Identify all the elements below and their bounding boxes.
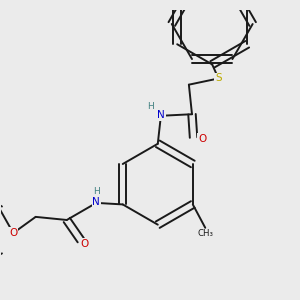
Text: H: H — [147, 102, 153, 111]
Text: CH₃: CH₃ — [197, 229, 213, 238]
Text: N: N — [157, 110, 165, 120]
Text: O: O — [198, 134, 206, 144]
Text: H: H — [93, 187, 100, 196]
Text: S: S — [215, 74, 222, 83]
Text: O: O — [9, 228, 17, 238]
Text: O: O — [80, 239, 88, 249]
Text: N: N — [92, 197, 100, 207]
